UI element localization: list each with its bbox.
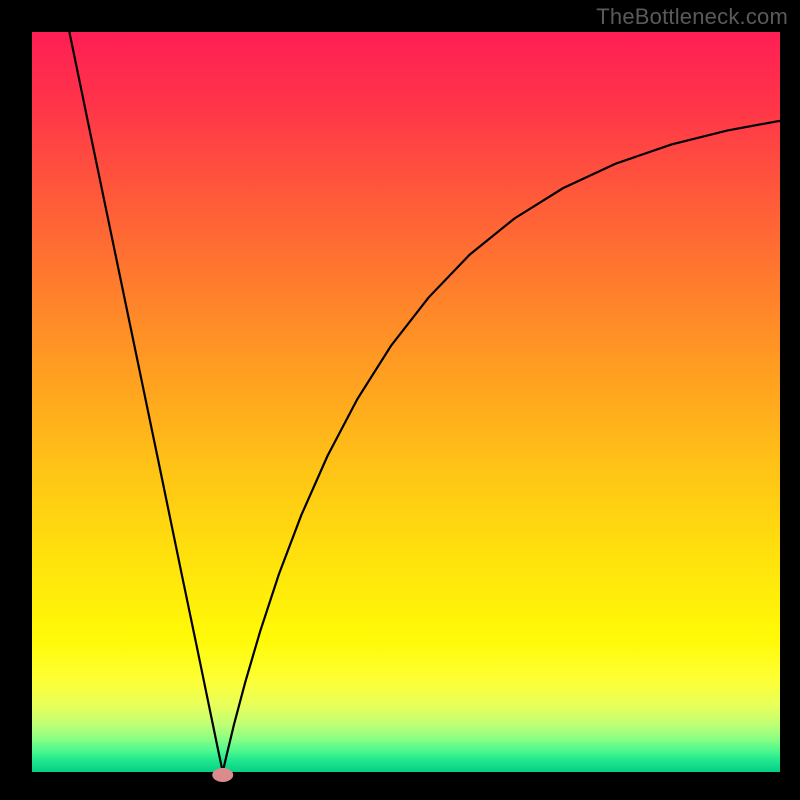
plot-background [32,32,780,772]
chart-svg [0,0,800,800]
chart-container: TheBottleneck.com [0,0,800,800]
watermark-text: TheBottleneck.com [596,4,788,30]
vertex-marker [212,768,233,782]
